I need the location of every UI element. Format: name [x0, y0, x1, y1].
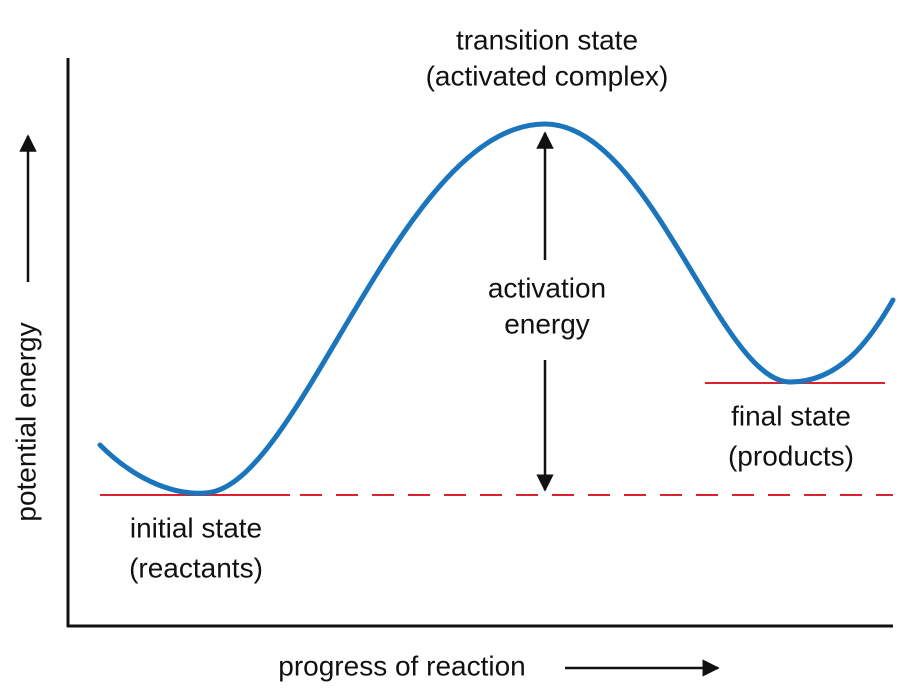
y-axis-label: potential energy — [10, 322, 41, 521]
final-label: (products) — [728, 440, 854, 471]
energy-curve — [97, 121, 896, 496]
initial-label: (reactants) — [129, 552, 263, 583]
transition-label: (activated complex) — [426, 60, 669, 91]
initial-label: initial state — [130, 512, 262, 543]
activation-label: activation — [488, 272, 606, 303]
transition-label: transition state — [456, 24, 638, 55]
activation-label: energy — [504, 308, 590, 339]
x-axis-label: progress of reaction — [278, 650, 525, 681]
final-label: final state — [731, 400, 851, 431]
